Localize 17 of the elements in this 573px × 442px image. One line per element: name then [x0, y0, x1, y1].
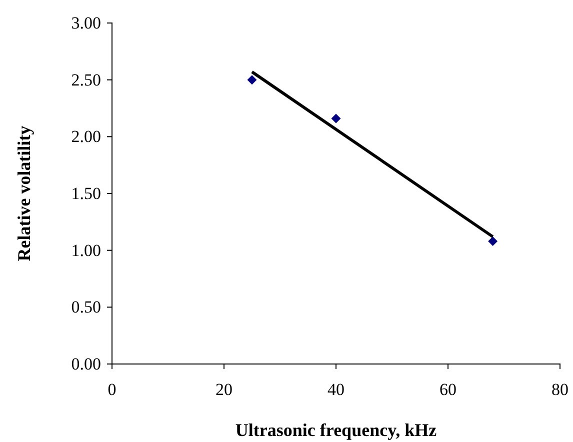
y-tick-label: 0.50 — [71, 298, 101, 317]
point — [247, 75, 257, 85]
x-tick-label: 60 — [440, 380, 456, 400]
y-tick-label: 2.00 — [71, 127, 101, 146]
y-tick-label: 0.00 — [71, 354, 101, 374]
point — [331, 114, 341, 124]
y-tick-label: 1.50 — [71, 184, 101, 203]
y-tick-label: 1.00 — [71, 240, 101, 260]
x-tick-label: 40 — [328, 380, 344, 400]
y-tick-label: 3.00 — [71, 13, 101, 32]
x-tick-label: 20 — [216, 380, 232, 400]
x-axis-title: Ultrasonic frequency, kHz — [235, 420, 437, 440]
x-tick-label: 0 — [108, 380, 116, 400]
point — [488, 236, 498, 246]
x-tick-label: 80 — [552, 380, 568, 400]
y-tick-label: 2.50 — [71, 70, 101, 90]
y-axis-title: Relative volatility — [14, 126, 34, 262]
